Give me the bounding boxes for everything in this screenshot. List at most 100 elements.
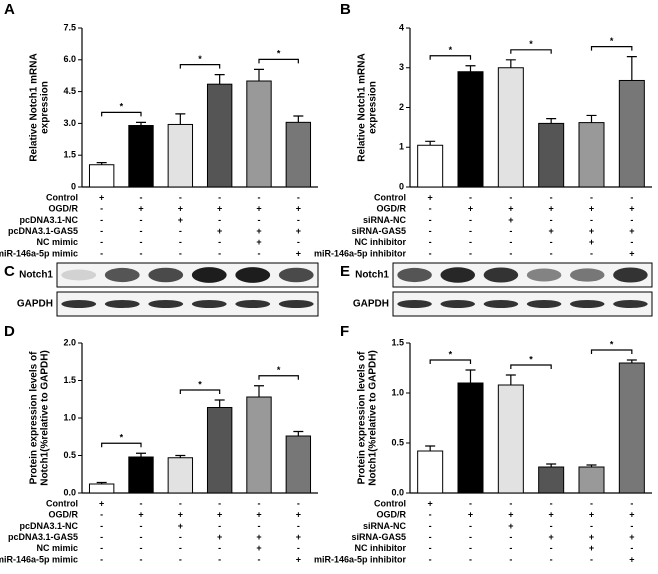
condition-label: pcDNA3.1-GAS5 <box>8 532 78 542</box>
condition-mark: - <box>179 554 182 564</box>
condition-mark: - <box>509 554 512 564</box>
significance-label: * <box>120 433 124 443</box>
condition-mark: - <box>590 498 593 508</box>
blot-band <box>440 300 476 308</box>
condition-mark: - <box>140 554 143 564</box>
condition-mark: + <box>589 226 594 236</box>
bar <box>285 435 312 494</box>
y-tick-label: 0.5 <box>63 450 76 460</box>
blot-band <box>278 267 314 283</box>
condition-mark: - <box>590 521 593 531</box>
error-bar <box>586 464 597 467</box>
condition-mark: - <box>140 532 143 542</box>
condition-mark: - <box>218 192 221 202</box>
condition-mark: - <box>297 521 300 531</box>
y-tick-label: 0.0 <box>63 487 76 497</box>
condition-label: pcDNA3.1-NC <box>19 521 78 531</box>
condition-mark: + <box>468 510 473 520</box>
condition-mark: + <box>629 226 634 236</box>
condition-label: NC mimic <box>36 543 78 553</box>
bar <box>128 456 154 494</box>
condition-mark: + <box>629 554 634 564</box>
condition-mark: - <box>140 543 143 553</box>
condition-mark: - <box>509 543 512 553</box>
condition-mark: - <box>258 554 261 564</box>
condition-mark: - <box>630 215 633 225</box>
condition-mark: - <box>429 510 432 520</box>
bar <box>285 121 312 188</box>
error-bar <box>546 118 557 124</box>
condition-mark: + <box>296 226 301 236</box>
condition-mark: + <box>508 215 513 225</box>
y-tick-label: 2.0 <box>63 337 76 347</box>
y-tick-label: 0.5 <box>391 437 404 447</box>
error-bar <box>136 452 146 457</box>
condition-label: OGD/R <box>48 510 78 520</box>
panel-label: C <box>4 263 15 280</box>
condition-mark: - <box>258 498 261 508</box>
bar <box>167 123 194 188</box>
condition-mark: - <box>100 226 103 236</box>
condition-mark: - <box>550 215 553 225</box>
condition-label: Control <box>374 192 406 202</box>
condition-mark: - <box>100 543 103 553</box>
significance-label: * <box>449 45 453 55</box>
condition-mark: - <box>469 543 472 553</box>
panel-label: E <box>340 263 350 280</box>
significance-bracket <box>590 46 633 51</box>
y-tick-label: 3 <box>399 62 404 72</box>
condition-mark: + <box>217 532 222 542</box>
condition-mark: + <box>508 510 513 520</box>
bar <box>618 362 645 494</box>
error-bar <box>96 481 107 484</box>
significance-bracket <box>179 389 221 394</box>
blot-band <box>526 300 562 308</box>
condition-mark: - <box>509 192 512 202</box>
y-axis-label: expression <box>368 81 379 134</box>
significance-label: * <box>198 379 202 389</box>
blot-strip <box>56 291 319 317</box>
y-tick-label: 1.5 <box>63 375 76 385</box>
condition-mark: - <box>179 532 182 542</box>
significance-bracket <box>179 64 221 69</box>
condition-mark: - <box>550 498 553 508</box>
condition-mark: + <box>256 226 261 236</box>
condition-mark: + <box>428 192 433 202</box>
significance-bracket <box>429 359 472 364</box>
condition-mark: + <box>256 237 261 247</box>
condition-label: NC mimic <box>36 237 78 247</box>
condition-label: OGD/R <box>376 204 406 214</box>
error-bar <box>465 65 476 72</box>
y-axis-label: Relative Notch1 mRNA <box>357 53 368 161</box>
condition-mark: - <box>179 226 182 236</box>
blot-band <box>235 300 271 308</box>
condition-mark: + <box>256 532 261 542</box>
condition-mark: - <box>258 215 261 225</box>
condition-mark: + <box>99 192 104 202</box>
y-axis-label: Protein expression levels of <box>357 351 368 484</box>
condition-mark: - <box>429 237 432 247</box>
condition-mark: - <box>140 226 143 236</box>
condition-mark: - <box>297 543 300 553</box>
blot-band <box>61 300 97 308</box>
condition-mark: - <box>429 204 432 214</box>
significance-label: * <box>529 39 533 49</box>
significance-bracket <box>510 364 552 369</box>
condition-mark: - <box>140 215 143 225</box>
condition-mark: - <box>100 554 103 564</box>
condition-mark: + <box>217 204 222 214</box>
y-tick-label: 1.5 <box>63 150 76 160</box>
condition-mark: - <box>630 543 633 553</box>
condition-label: siRNA-NC <box>363 521 407 531</box>
condition-label: miR-146a-5p inhibitor <box>314 554 407 564</box>
condition-mark: - <box>179 498 182 508</box>
condition-mark: + <box>99 498 104 508</box>
condition-mark: - <box>469 498 472 508</box>
significance-label: * <box>610 36 614 46</box>
blot-band <box>278 300 314 308</box>
condition-mark: - <box>218 498 221 508</box>
blot-band <box>191 267 227 283</box>
error-bar <box>175 454 186 458</box>
bar <box>578 122 605 188</box>
